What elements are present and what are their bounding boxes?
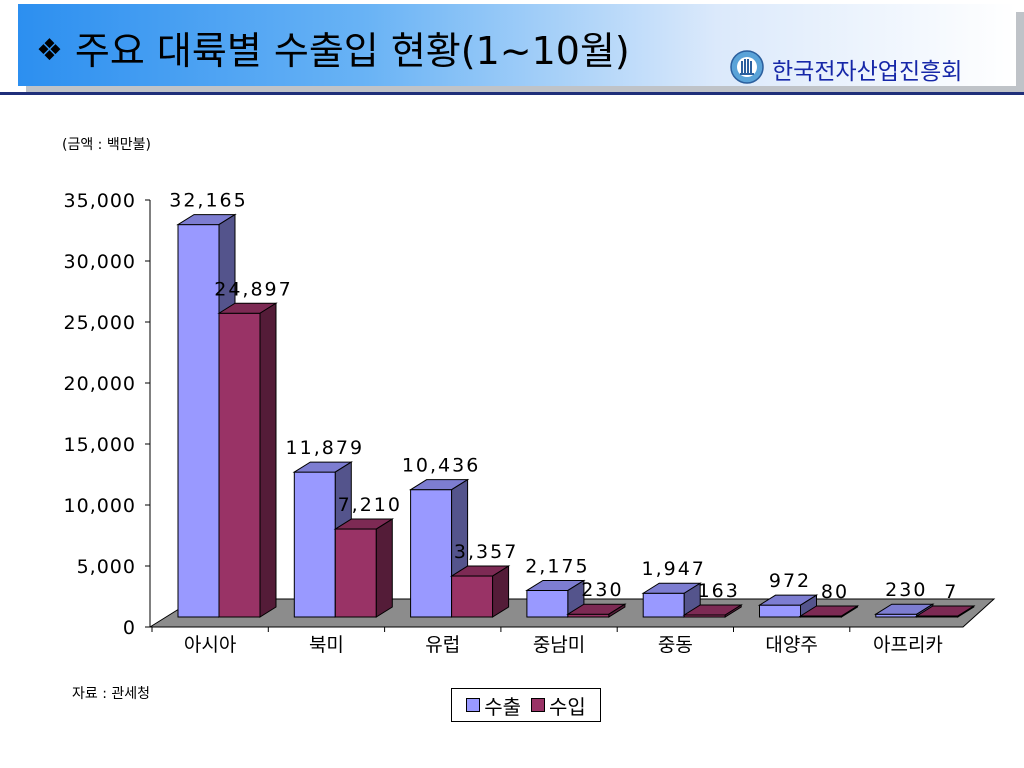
x-tick-label: 북미 bbox=[309, 634, 344, 656]
data-label-import: 230 bbox=[581, 579, 623, 601]
page-title-text: 주요 대륙별 수출입 현황(1~10월) bbox=[74, 29, 630, 73]
data-label-export: 1,947 bbox=[641, 558, 705, 580]
source-note: 자료 : 관세청 bbox=[72, 686, 151, 702]
data-label-import: 7,210 bbox=[338, 494, 402, 516]
y-tick-label: 0 bbox=[123, 617, 136, 639]
page-title: ❖ 주요 대륙별 수출입 현황(1~10월) bbox=[36, 20, 630, 75]
bar-import-side bbox=[841, 605, 858, 618]
bar-import-side bbox=[957, 605, 975, 618]
data-label-export: 230 bbox=[885, 579, 927, 601]
data-label-export: 32,165 bbox=[169, 190, 247, 212]
bar-import-side bbox=[259, 302, 277, 618]
x-tick-label: 유럽 bbox=[425, 634, 460, 656]
data-label-import: 3,357 bbox=[454, 541, 518, 563]
x-tick-label: 아시아 bbox=[184, 634, 236, 656]
bar-export-front bbox=[759, 604, 801, 618]
bar-import-front bbox=[334, 528, 377, 618]
x-tick-label: 중남미 bbox=[533, 634, 585, 656]
x-tick-label: 아프리카 bbox=[873, 634, 943, 656]
y-tick-label: 35,000 bbox=[64, 190, 136, 212]
chart-legend: 수출 수입 bbox=[451, 688, 601, 722]
y-tick-label: 10,000 bbox=[64, 495, 136, 517]
legend-swatch-import bbox=[531, 698, 545, 712]
bar-import-side bbox=[724, 604, 742, 618]
y-tick-label: 20,000 bbox=[64, 373, 136, 395]
bar-import-side bbox=[608, 603, 626, 618]
bar-export-front bbox=[293, 471, 336, 618]
x-tick-label: 대양주 bbox=[765, 634, 817, 656]
org-logo-icon bbox=[730, 50, 764, 84]
title-divider bbox=[0, 92, 1024, 95]
legend-item-export: 수출 bbox=[466, 691, 521, 720]
bar-import-side bbox=[492, 565, 510, 618]
org-name: 한국전자산업진흥회 bbox=[772, 59, 963, 85]
data-label-export: 10,436 bbox=[402, 455, 480, 477]
data-label-import: 163 bbox=[698, 580, 740, 602]
bar-import-side bbox=[375, 518, 393, 618]
title-bar bbox=[18, 4, 1016, 86]
legend-swatch-export bbox=[466, 698, 481, 712]
x-tick-label: 중동 bbox=[658, 634, 693, 656]
bar-export-front bbox=[642, 592, 685, 618]
data-label-export: 11,879 bbox=[286, 437, 364, 459]
legend-item-import: 수입 bbox=[531, 691, 586, 720]
data-label-export: 2,175 bbox=[525, 555, 589, 577]
bar-import-front bbox=[451, 575, 494, 618]
legend-label-export: 수출 bbox=[484, 694, 521, 719]
data-label-export: 972 bbox=[769, 570, 811, 592]
data-label-import: 7 bbox=[944, 581, 958, 603]
y-tick-label: 30,000 bbox=[64, 251, 136, 273]
data-label-import: 24,897 bbox=[214, 278, 292, 300]
bar-import-front bbox=[218, 312, 261, 618]
y-tick-label: 25,000 bbox=[64, 312, 136, 334]
y-tick-label: 5,000 bbox=[77, 556, 136, 578]
y-tick-label: 15,000 bbox=[64, 434, 136, 456]
bar-export-front bbox=[410, 489, 453, 618]
legend-label-import: 수입 bbox=[549, 694, 586, 719]
title-bullet-icon: ❖ bbox=[36, 33, 63, 68]
data-label-import: 80 bbox=[821, 581, 849, 603]
bar-export-front bbox=[526, 589, 569, 618]
bar-export-front bbox=[177, 224, 220, 618]
unit-note: (금액 : 백만불) bbox=[62, 137, 151, 153]
